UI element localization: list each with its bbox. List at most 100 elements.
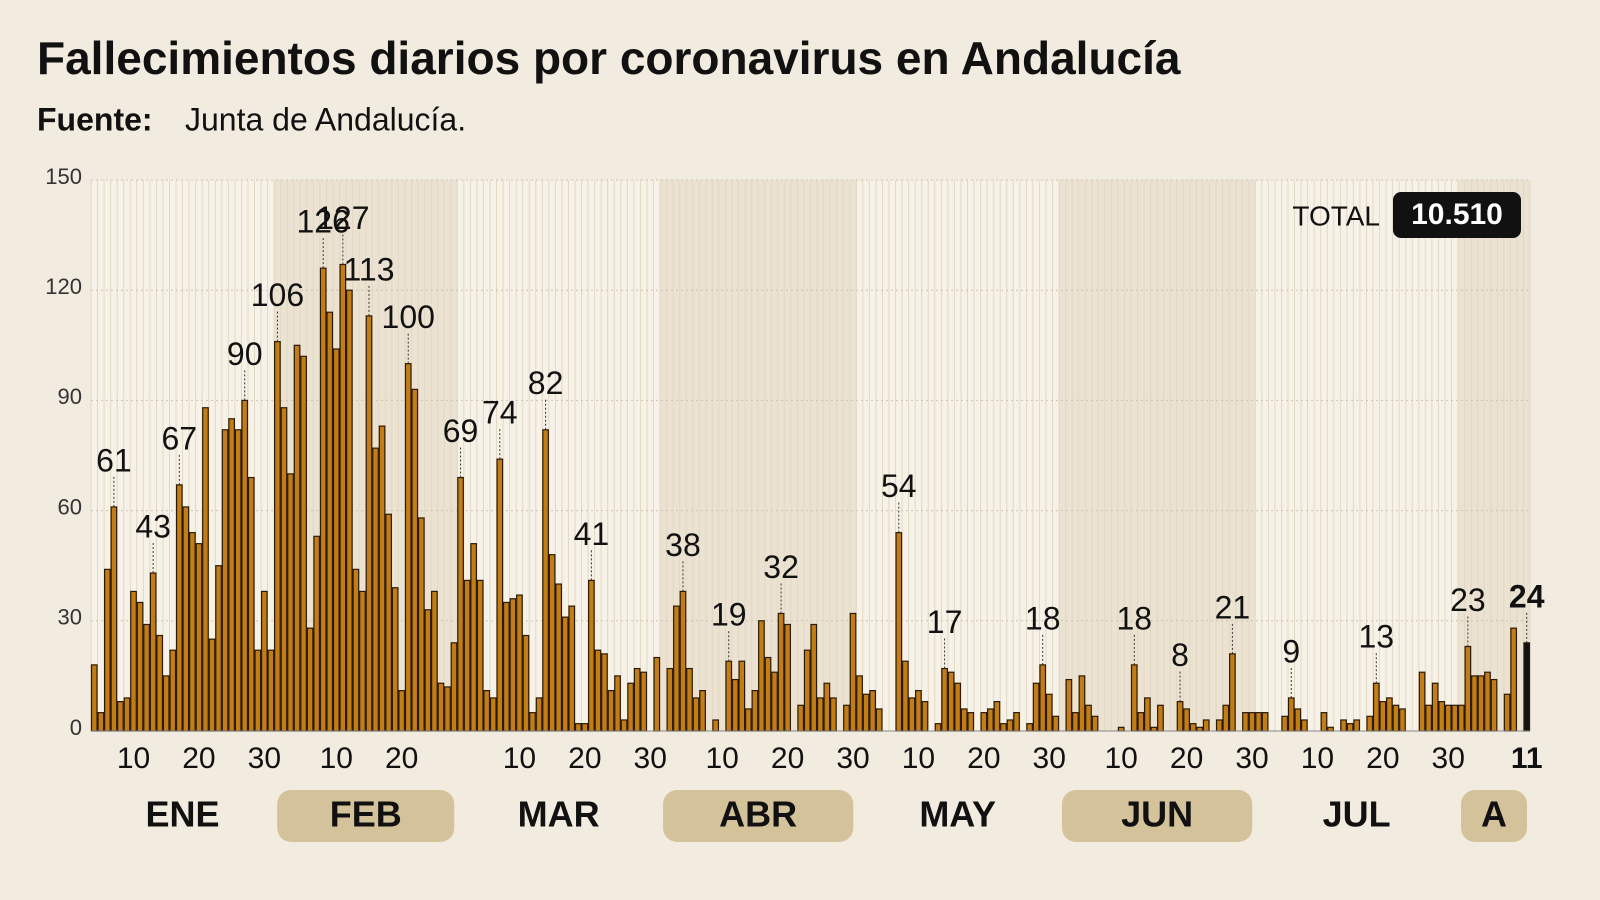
x-tick-label: 30 bbox=[634, 742, 667, 775]
plot: ENE FEB MAR ABR MAY JUN JUL A 0 30 60 90 120 150 61 10 4… bbox=[45, 164, 1545, 842]
bar bbox=[391, 587, 399, 732]
bar bbox=[758, 620, 765, 732]
bar bbox=[175, 484, 183, 732]
value-label: 100 bbox=[382, 299, 435, 335]
bar bbox=[1065, 678, 1073, 732]
bar bbox=[751, 689, 759, 732]
bar bbox=[241, 399, 249, 732]
bar bbox=[1385, 697, 1393, 732]
month-label: MAY bbox=[919, 794, 996, 835]
bar bbox=[993, 701, 1001, 732]
bar bbox=[404, 363, 412, 732]
value-label: 38 bbox=[665, 527, 701, 563]
bar bbox=[954, 682, 962, 732]
bar bbox=[1399, 708, 1406, 732]
bar bbox=[1300, 719, 1308, 732]
y-tick-label: 90 bbox=[58, 384, 82, 409]
bar bbox=[522, 634, 530, 732]
month-label: ENE bbox=[146, 794, 220, 835]
bar bbox=[483, 689, 491, 732]
bar bbox=[1085, 704, 1092, 732]
bar bbox=[699, 689, 706, 732]
bar bbox=[542, 429, 549, 732]
bar bbox=[306, 627, 314, 732]
bar bbox=[921, 701, 929, 732]
bar bbox=[260, 590, 268, 732]
month-pill bbox=[663, 790, 854, 842]
value-label: 43 bbox=[135, 508, 171, 544]
bar bbox=[1261, 712, 1269, 732]
bar bbox=[686, 667, 693, 732]
bar bbox=[1294, 708, 1302, 732]
bar bbox=[1196, 726, 1204, 732]
bar bbox=[967, 712, 975, 732]
value-label: 127 bbox=[316, 200, 369, 236]
value-label: 74 bbox=[482, 395, 518, 431]
bar bbox=[673, 605, 680, 732]
bar bbox=[987, 708, 994, 732]
x-tick-label: 10 bbox=[706, 742, 739, 775]
bar bbox=[980, 712, 988, 732]
bar bbox=[496, 458, 504, 732]
bar bbox=[1523, 642, 1531, 732]
x-tick-label: 20 bbox=[967, 742, 1000, 775]
bar bbox=[764, 656, 772, 732]
bar bbox=[679, 590, 687, 732]
bar bbox=[777, 612, 785, 732]
bar bbox=[934, 723, 942, 732]
month-band bbox=[856, 180, 1060, 731]
bar bbox=[470, 543, 478, 732]
value-label: 9 bbox=[1282, 633, 1300, 669]
x-tick-label: 30 bbox=[836, 742, 869, 775]
bar bbox=[411, 388, 419, 732]
x-tick-label: 30 bbox=[1235, 742, 1268, 775]
bar bbox=[1484, 671, 1491, 732]
bar bbox=[548, 554, 556, 732]
bar bbox=[1183, 708, 1190, 732]
bar bbox=[1137, 712, 1145, 732]
bar bbox=[1039, 664, 1047, 732]
source-label: Fuente: bbox=[37, 101, 153, 137]
bar bbox=[816, 697, 824, 732]
bar bbox=[653, 656, 661, 732]
bar bbox=[313, 535, 321, 732]
bar bbox=[182, 506, 190, 732]
y-tick-label: 120 bbox=[45, 274, 82, 299]
bar bbox=[941, 667, 948, 732]
month-band bbox=[1255, 180, 1459, 731]
total-box bbox=[1393, 192, 1521, 238]
value-label: 113 bbox=[343, 251, 394, 287]
bar bbox=[326, 311, 334, 732]
month-pill bbox=[277, 790, 455, 842]
bar bbox=[110, 506, 118, 732]
bar bbox=[502, 601, 510, 732]
bar bbox=[568, 605, 576, 732]
bar bbox=[1392, 704, 1400, 732]
bar bbox=[1444, 704, 1452, 732]
bar bbox=[1327, 726, 1334, 732]
bar bbox=[1013, 712, 1020, 732]
bar bbox=[1372, 682, 1380, 732]
bar bbox=[417, 517, 425, 732]
bar bbox=[601, 653, 608, 732]
bar bbox=[725, 660, 733, 732]
bar bbox=[1287, 697, 1295, 732]
source: Junta de Andalucía. bbox=[185, 101, 466, 137]
bar bbox=[169, 649, 177, 732]
bar bbox=[640, 671, 648, 732]
y-tick-label: 30 bbox=[58, 605, 82, 630]
x-tick-label: 11 bbox=[1511, 742, 1543, 775]
bar bbox=[1078, 675, 1086, 732]
y-tick-label: 150 bbox=[45, 164, 82, 189]
value-label: 54 bbox=[881, 468, 917, 504]
bar bbox=[1000, 723, 1007, 732]
value-label: 19 bbox=[711, 597, 747, 633]
bar bbox=[1045, 693, 1053, 732]
bar bbox=[908, 697, 916, 732]
bar bbox=[607, 689, 615, 732]
value-label: 18 bbox=[1116, 600, 1152, 636]
total-label: TOTAL bbox=[1292, 200, 1380, 231]
bar bbox=[1281, 715, 1289, 732]
bar bbox=[372, 447, 379, 732]
bar bbox=[431, 590, 438, 732]
